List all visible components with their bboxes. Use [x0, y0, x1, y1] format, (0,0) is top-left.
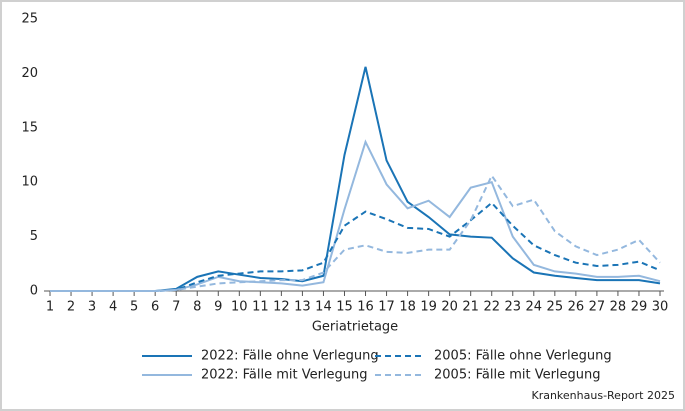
legend-label: 2022: Fälle ohne Verlegung — [201, 349, 379, 364]
y-tick-label: 5 — [30, 229, 38, 244]
y-tick-label: 0 — [30, 284, 38, 299]
x-tick-label: 2 — [67, 300, 75, 315]
x-tick-label: 7 — [172, 300, 180, 315]
x-tick-label: 8 — [193, 300, 201, 315]
x-tick-label: 13 — [294, 300, 311, 315]
y-tick-label: 15 — [21, 120, 38, 135]
x-tick-label: 25 — [547, 300, 564, 315]
series-line — [50, 173, 661, 292]
x-tick-label: 12 — [273, 300, 290, 315]
x-tick-label: 4 — [109, 300, 117, 315]
x-tick-label: 20 — [441, 300, 458, 315]
legend-label: 2022: Fälle mit Verlegung — [201, 368, 368, 383]
y-tick-label: 20 — [21, 66, 38, 81]
x-tick-label: 27 — [589, 300, 606, 315]
x-tick-label: 14 — [315, 300, 332, 315]
x-tick-label: 6 — [151, 300, 159, 315]
x-tick-label: 22 — [483, 300, 500, 315]
x-tick-label: 24 — [526, 300, 543, 315]
x-tick-label: 1 — [46, 300, 54, 315]
x-tick-label: 16 — [357, 300, 374, 315]
x-tick-label: 23 — [504, 300, 521, 315]
x-tick-label: 30 — [652, 300, 669, 315]
legend-label: 2005: Fälle ohne Verlegung — [434, 349, 612, 364]
x-tick-label: 29 — [631, 300, 648, 315]
x-tick-label: 11 — [252, 300, 269, 315]
x-tick-label: 21 — [462, 300, 479, 315]
x-tick-label: 17 — [378, 300, 395, 315]
x-tick-label: 9 — [214, 300, 222, 315]
legend-label: 2005: Fälle mit Verlegung — [434, 368, 601, 383]
x-tick-label: 18 — [399, 300, 416, 315]
x-tick-label: 5 — [130, 300, 138, 315]
y-tick-label: 25 — [21, 12, 38, 27]
y-tick-label: 10 — [21, 175, 38, 190]
source-note: Krankenhaus-Report 2025 — [531, 389, 675, 402]
x-tick-label: 15 — [336, 300, 353, 315]
x-tick-label: 10 — [231, 300, 248, 315]
x-tick-label: 26 — [568, 300, 585, 315]
x-tick-label: 19 — [420, 300, 437, 315]
x-tick-label: 28 — [610, 300, 627, 315]
x-axis-label: Geriatrietage — [312, 320, 398, 335]
x-tick-label: 3 — [88, 300, 96, 315]
